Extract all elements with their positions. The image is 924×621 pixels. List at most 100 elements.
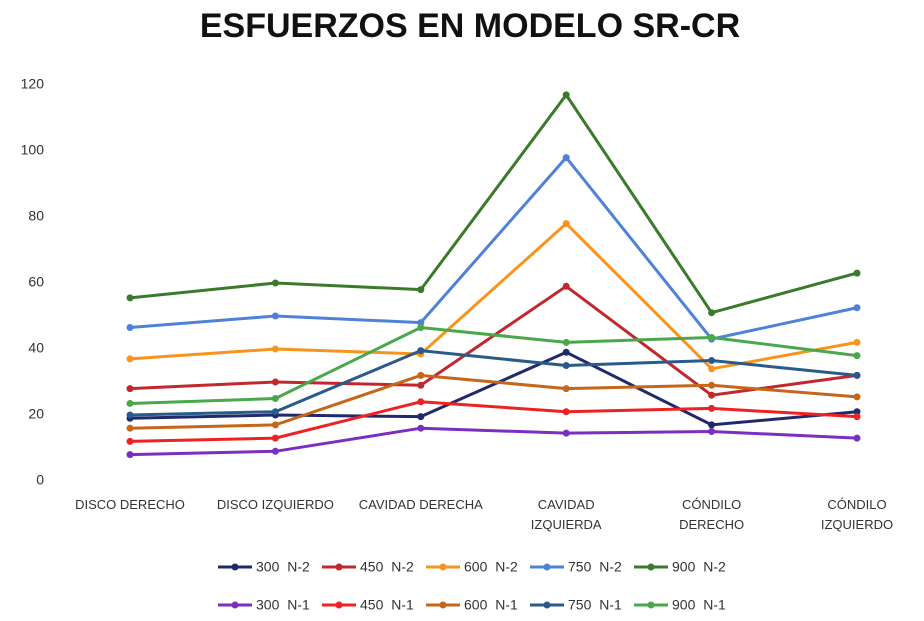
series-line [129,221,858,371]
point [562,348,570,356]
point [853,304,861,312]
point [853,352,861,360]
x-tick-label: CÓNDILO IZQUIERDO [820,497,894,532]
point [417,413,425,421]
point [562,154,570,162]
legend-label: 600 N-2 [464,559,518,575]
y-tick-label: 80 [28,208,44,224]
point [708,428,716,435]
y-tick-label: 40 [28,340,44,356]
point [708,421,716,429]
x-tick-label: CAVIDAD IZQUIERDA [530,497,602,532]
x-tick-label: CAVIDAD DERECHA [358,497,483,512]
point [126,424,134,432]
point [271,378,279,386]
point [562,408,570,416]
x-tick-label: CÓNDILO DERECHO [679,497,745,532]
point [271,447,279,455]
legend-marker [647,601,655,609]
point [271,279,279,287]
series-line [129,350,858,427]
legend-marker [231,563,239,571]
point [126,437,134,445]
x-tick-label: DISCO IZQUIERDO [216,497,334,512]
legend-label: 900 N-1 [672,597,726,613]
point [417,347,425,355]
point [271,312,279,320]
point [417,424,425,432]
legend-marker [231,601,239,609]
point [417,371,425,379]
y-tick-label: 100 [21,142,45,158]
chart-title: ESFUERZOS EN MODELO SR-CR [200,7,740,45]
point [853,408,861,416]
series-line [129,373,858,430]
point [562,362,570,369]
point [708,365,716,373]
legend-label: 600 N-1 [464,597,518,613]
legend-label: 750 N-1 [568,597,622,613]
point [562,91,570,99]
point [417,324,425,332]
point [417,319,425,327]
point [271,434,279,442]
y-tick-label: 60 [28,274,44,290]
y-tick-label: 120 [21,76,45,92]
point [126,451,134,459]
point [126,355,134,363]
legend-label: 900 N-2 [672,559,726,575]
series-line [129,326,858,405]
legend-marker [439,563,447,571]
legend-marker [439,601,447,609]
point [271,395,279,402]
point [562,282,570,290]
legend-label: 750 N-2 [568,559,622,575]
point [562,338,570,346]
point [708,404,716,412]
point [126,324,134,332]
legend-marker [335,601,343,609]
legend-marker [335,563,343,571]
point [853,338,861,346]
point [708,333,716,341]
point [853,413,861,421]
point [271,345,279,353]
point [708,381,716,389]
point [708,357,716,365]
y-tick-label: 0 [36,472,44,488]
point [126,399,134,407]
series-line [129,155,858,341]
point [562,385,570,393]
point [853,371,861,379]
point [562,429,570,437]
legend-label: 300 N-2 [256,559,310,575]
point [417,398,425,406]
point [271,408,279,416]
point [708,309,716,317]
point [417,286,425,294]
series-line [129,349,858,417]
point [271,421,279,429]
series-line [129,92,858,315]
point [126,294,134,302]
point [853,393,861,401]
legend-marker [543,563,551,571]
y-tick-label: 20 [28,406,44,422]
legend-label: 300 N-1 [256,597,310,613]
point [853,269,861,277]
series-line [129,400,858,443]
point [126,411,134,419]
legend-label: 450 N-1 [360,597,414,613]
point [853,434,861,442]
x-tick-label: DISCO DERECHO [75,497,185,512]
point [562,220,570,228]
series-line [129,426,858,457]
legend-marker [647,563,655,571]
legend-label: 450 N-2 [360,559,414,575]
legend-marker [543,601,551,609]
point [417,381,425,389]
point [708,391,716,399]
point [126,385,134,393]
